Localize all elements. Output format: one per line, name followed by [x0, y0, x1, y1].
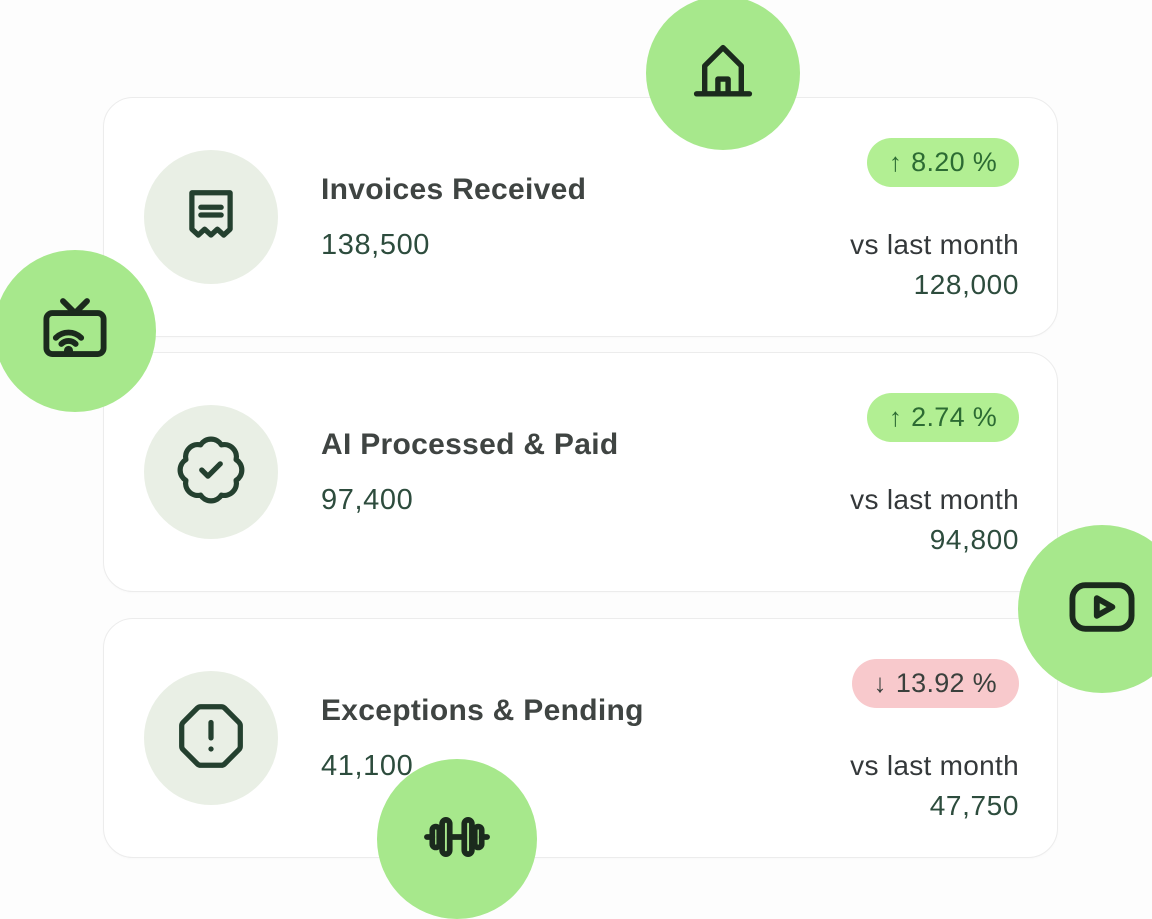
comparison-label: vs last month [850, 229, 1019, 260]
comparison-value: 47,750 [929, 790, 1019, 821]
trend-percent: 8.20 % [911, 147, 997, 177]
arrow-down-icon: ↓ [873, 668, 887, 698]
tv-wifi-icon [36, 290, 114, 373]
card-title: AI Processed & Paid [321, 427, 619, 461]
arrow-up-icon: ↑ [888, 402, 903, 432]
card-title: Exceptions & Pending [321, 693, 644, 727]
video-play-icon [1063, 568, 1141, 651]
comparison-value: 94,800 [929, 524, 1019, 555]
receipt-icon-circle [144, 150, 278, 284]
video-play-button[interactable] [1018, 525, 1152, 693]
trend-percent: 2.74 % [911, 402, 997, 432]
card-title: Invoices Received [321, 172, 587, 206]
stat-card-ai-processed-paid: AI Processed & Paid 97,400 ↑ 2.74 % vs l… [103, 352, 1058, 592]
home-button[interactable] [646, 0, 800, 150]
comparison-label: vs last month [850, 484, 1019, 515]
card-value: 138,500 [321, 228, 431, 261]
card-value: 97,400 [321, 483, 414, 516]
dumbbell-icon [419, 799, 495, 880]
tv-button[interactable] [0, 250, 156, 412]
alert-octagon-icon [174, 699, 248, 778]
dumbbell-button[interactable] [377, 759, 537, 919]
card-value: 41,100 [321, 749, 414, 782]
arrow-up-icon: ↑ [888, 147, 903, 177]
stat-card-exceptions-pending: Exceptions & Pending 41,100 ↓ 13.92 % vs… [103, 618, 1058, 858]
receipt-icon [174, 178, 248, 257]
trend-percent: 13.92 % [895, 668, 997, 698]
home-icon [687, 35, 759, 112]
badge-check-icon-circle [144, 405, 278, 539]
comparison-value: 128,000 [913, 269, 1019, 300]
alert-octagon-icon-circle [144, 671, 278, 805]
trend-badge: ↑ 2.74 % [866, 393, 1019, 442]
comparison-label: vs last month [850, 750, 1019, 781]
badge-check-icon [174, 433, 248, 512]
trend-badge: ↑ 8.20 % [866, 138, 1019, 187]
trend-badge: ↓ 13.92 % [851, 659, 1019, 708]
stat-card-invoices-received: Invoices Received 138,500 ↑ 8.20 % vs la… [103, 97, 1058, 337]
